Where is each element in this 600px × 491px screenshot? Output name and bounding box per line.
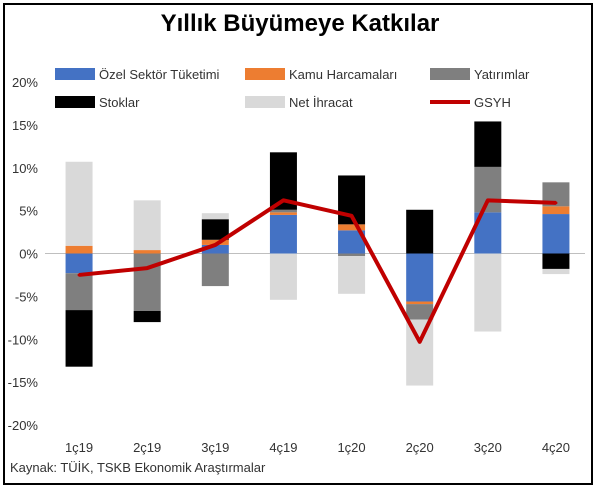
y-tick-label: 20% <box>12 75 38 90</box>
bar-segment <box>406 253 434 302</box>
x-tick-label: 2ç20 <box>406 440 434 455</box>
bar-segment <box>269 212 297 215</box>
legend-swatch <box>245 68 285 80</box>
gsyh-point <box>213 243 217 247</box>
y-tick-label: 5% <box>19 204 38 219</box>
bar-segment <box>65 253 93 274</box>
bar-segment <box>65 245 93 254</box>
bar-segment <box>542 206 570 215</box>
legend-label: GSYH <box>474 95 511 110</box>
legend-swatch <box>55 68 95 80</box>
bar-segment <box>338 256 366 294</box>
source-note: Kaynak: TÜİK, TSKB Ekonomik Araştırmalar <box>10 460 266 475</box>
y-tick-label: 15% <box>12 118 38 133</box>
gsyh-point <box>418 340 422 344</box>
bar-segment <box>269 253 297 300</box>
gsyh-point <box>554 201 558 205</box>
legend-label: Özel Sektör Tüketimi <box>99 67 220 82</box>
bar-segment <box>269 214 297 254</box>
bar-segment <box>133 200 161 251</box>
bar-segment <box>406 304 434 320</box>
bar-segment <box>201 219 229 240</box>
bar-segment <box>133 253 161 311</box>
x-tick-label: 1ç19 <box>65 440 93 455</box>
x-tick-label: 1ç20 <box>337 440 365 455</box>
gsyh-point <box>77 273 81 277</box>
bar-segment <box>269 209 297 213</box>
gsyh-point <box>281 198 285 202</box>
gsyh-point <box>350 214 354 218</box>
y-tick-label: -15% <box>8 375 39 390</box>
bar-segment <box>406 209 434 254</box>
legend-label: Yatırımlar <box>474 67 530 82</box>
bar-segment <box>406 301 434 305</box>
y-tick-label: -5% <box>15 289 39 304</box>
bar-segment <box>201 253 229 287</box>
x-tick-label: 4ç19 <box>269 440 297 455</box>
bar-segment <box>542 214 570 254</box>
bar-segment <box>338 253 366 257</box>
legend-label: Net İhracat <box>289 95 353 110</box>
bar-segment <box>133 310 161 323</box>
bar-segment <box>201 213 229 220</box>
gsyh-point <box>145 266 149 270</box>
y-tick-label: -10% <box>8 332 39 347</box>
bar-segment <box>201 244 229 254</box>
legend-label: Stoklar <box>99 95 140 110</box>
bar-segment <box>338 224 366 231</box>
bar-segment <box>338 230 366 254</box>
x-tick-label: 3ç19 <box>201 440 229 455</box>
bar-segment <box>201 239 229 245</box>
y-tick-label: 0% <box>19 247 38 262</box>
bar-segment <box>406 319 434 386</box>
chart-title: Yıllık Büyümeye Katkılar <box>160 10 440 37</box>
gsyh-line <box>78 198 557 344</box>
bar-segment <box>65 273 93 311</box>
y-tick-label: -20% <box>8 418 39 433</box>
bar-segment <box>474 253 502 332</box>
legend-swatch <box>245 96 285 108</box>
x-tick-label: 4ç20 <box>542 440 570 455</box>
x-tick-label: 2ç19 <box>133 440 161 455</box>
bar-segment <box>133 250 161 254</box>
x-tick-label: 3ç20 <box>474 440 502 455</box>
gsyh-point <box>486 198 490 202</box>
bar-segment <box>542 253 570 269</box>
bar-segment <box>474 121 502 167</box>
legend-label: Kamu Harcamaları <box>289 67 397 82</box>
bar-segment <box>474 166 502 213</box>
bar-segment <box>542 268 570 275</box>
bar-segment <box>65 161 93 246</box>
legend-swatch <box>430 68 470 80</box>
y-tick-label: 10% <box>12 161 38 176</box>
legend-swatch <box>55 96 95 108</box>
bar-segment <box>65 310 93 367</box>
